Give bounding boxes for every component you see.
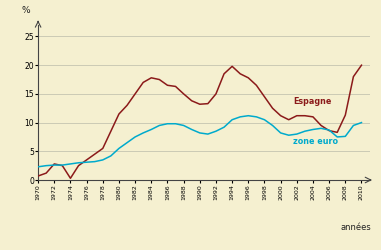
Text: années: années (341, 223, 371, 232)
Text: Espagne: Espagne (293, 97, 331, 106)
Text: zone euro: zone euro (293, 138, 338, 146)
Text: %: % (22, 6, 30, 15)
